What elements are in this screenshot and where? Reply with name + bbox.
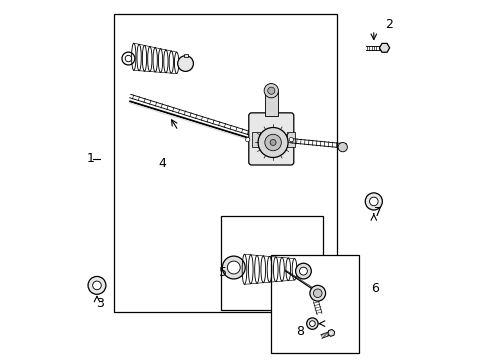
Bar: [221, 216, 323, 310]
Text: 2: 2: [385, 18, 392, 31]
Circle shape: [245, 138, 249, 142]
Circle shape: [309, 285, 325, 301]
Circle shape: [267, 87, 274, 94]
Bar: [183, 54, 187, 57]
Circle shape: [309, 321, 315, 327]
Bar: [251, 132, 259, 147]
Circle shape: [125, 55, 131, 62]
Text: 3: 3: [96, 297, 103, 310]
Bar: [271, 255, 358, 353]
Circle shape: [264, 84, 278, 98]
Text: 6: 6: [370, 283, 378, 296]
Circle shape: [222, 256, 244, 279]
Text: 7: 7: [374, 206, 382, 219]
Polygon shape: [327, 329, 334, 336]
Bar: [287, 132, 295, 147]
Circle shape: [288, 138, 293, 142]
Circle shape: [93, 281, 101, 290]
Circle shape: [177, 56, 193, 71]
Circle shape: [369, 197, 377, 206]
Circle shape: [365, 193, 382, 210]
Text: 8: 8: [295, 325, 303, 338]
Circle shape: [227, 261, 240, 274]
Circle shape: [264, 134, 281, 151]
Polygon shape: [379, 44, 389, 52]
Bar: [264, 91, 277, 116]
Circle shape: [337, 143, 346, 152]
Text: 5: 5: [219, 266, 226, 279]
FancyBboxPatch shape: [248, 113, 293, 165]
Circle shape: [313, 289, 322, 297]
Circle shape: [122, 52, 135, 65]
Circle shape: [269, 139, 276, 145]
Circle shape: [88, 276, 106, 294]
Circle shape: [295, 263, 311, 279]
Text: 1: 1: [87, 152, 95, 165]
Circle shape: [306, 318, 317, 329]
Bar: [114, 14, 337, 312]
Text: 4: 4: [158, 157, 166, 170]
Circle shape: [299, 267, 307, 275]
Circle shape: [258, 127, 287, 157]
